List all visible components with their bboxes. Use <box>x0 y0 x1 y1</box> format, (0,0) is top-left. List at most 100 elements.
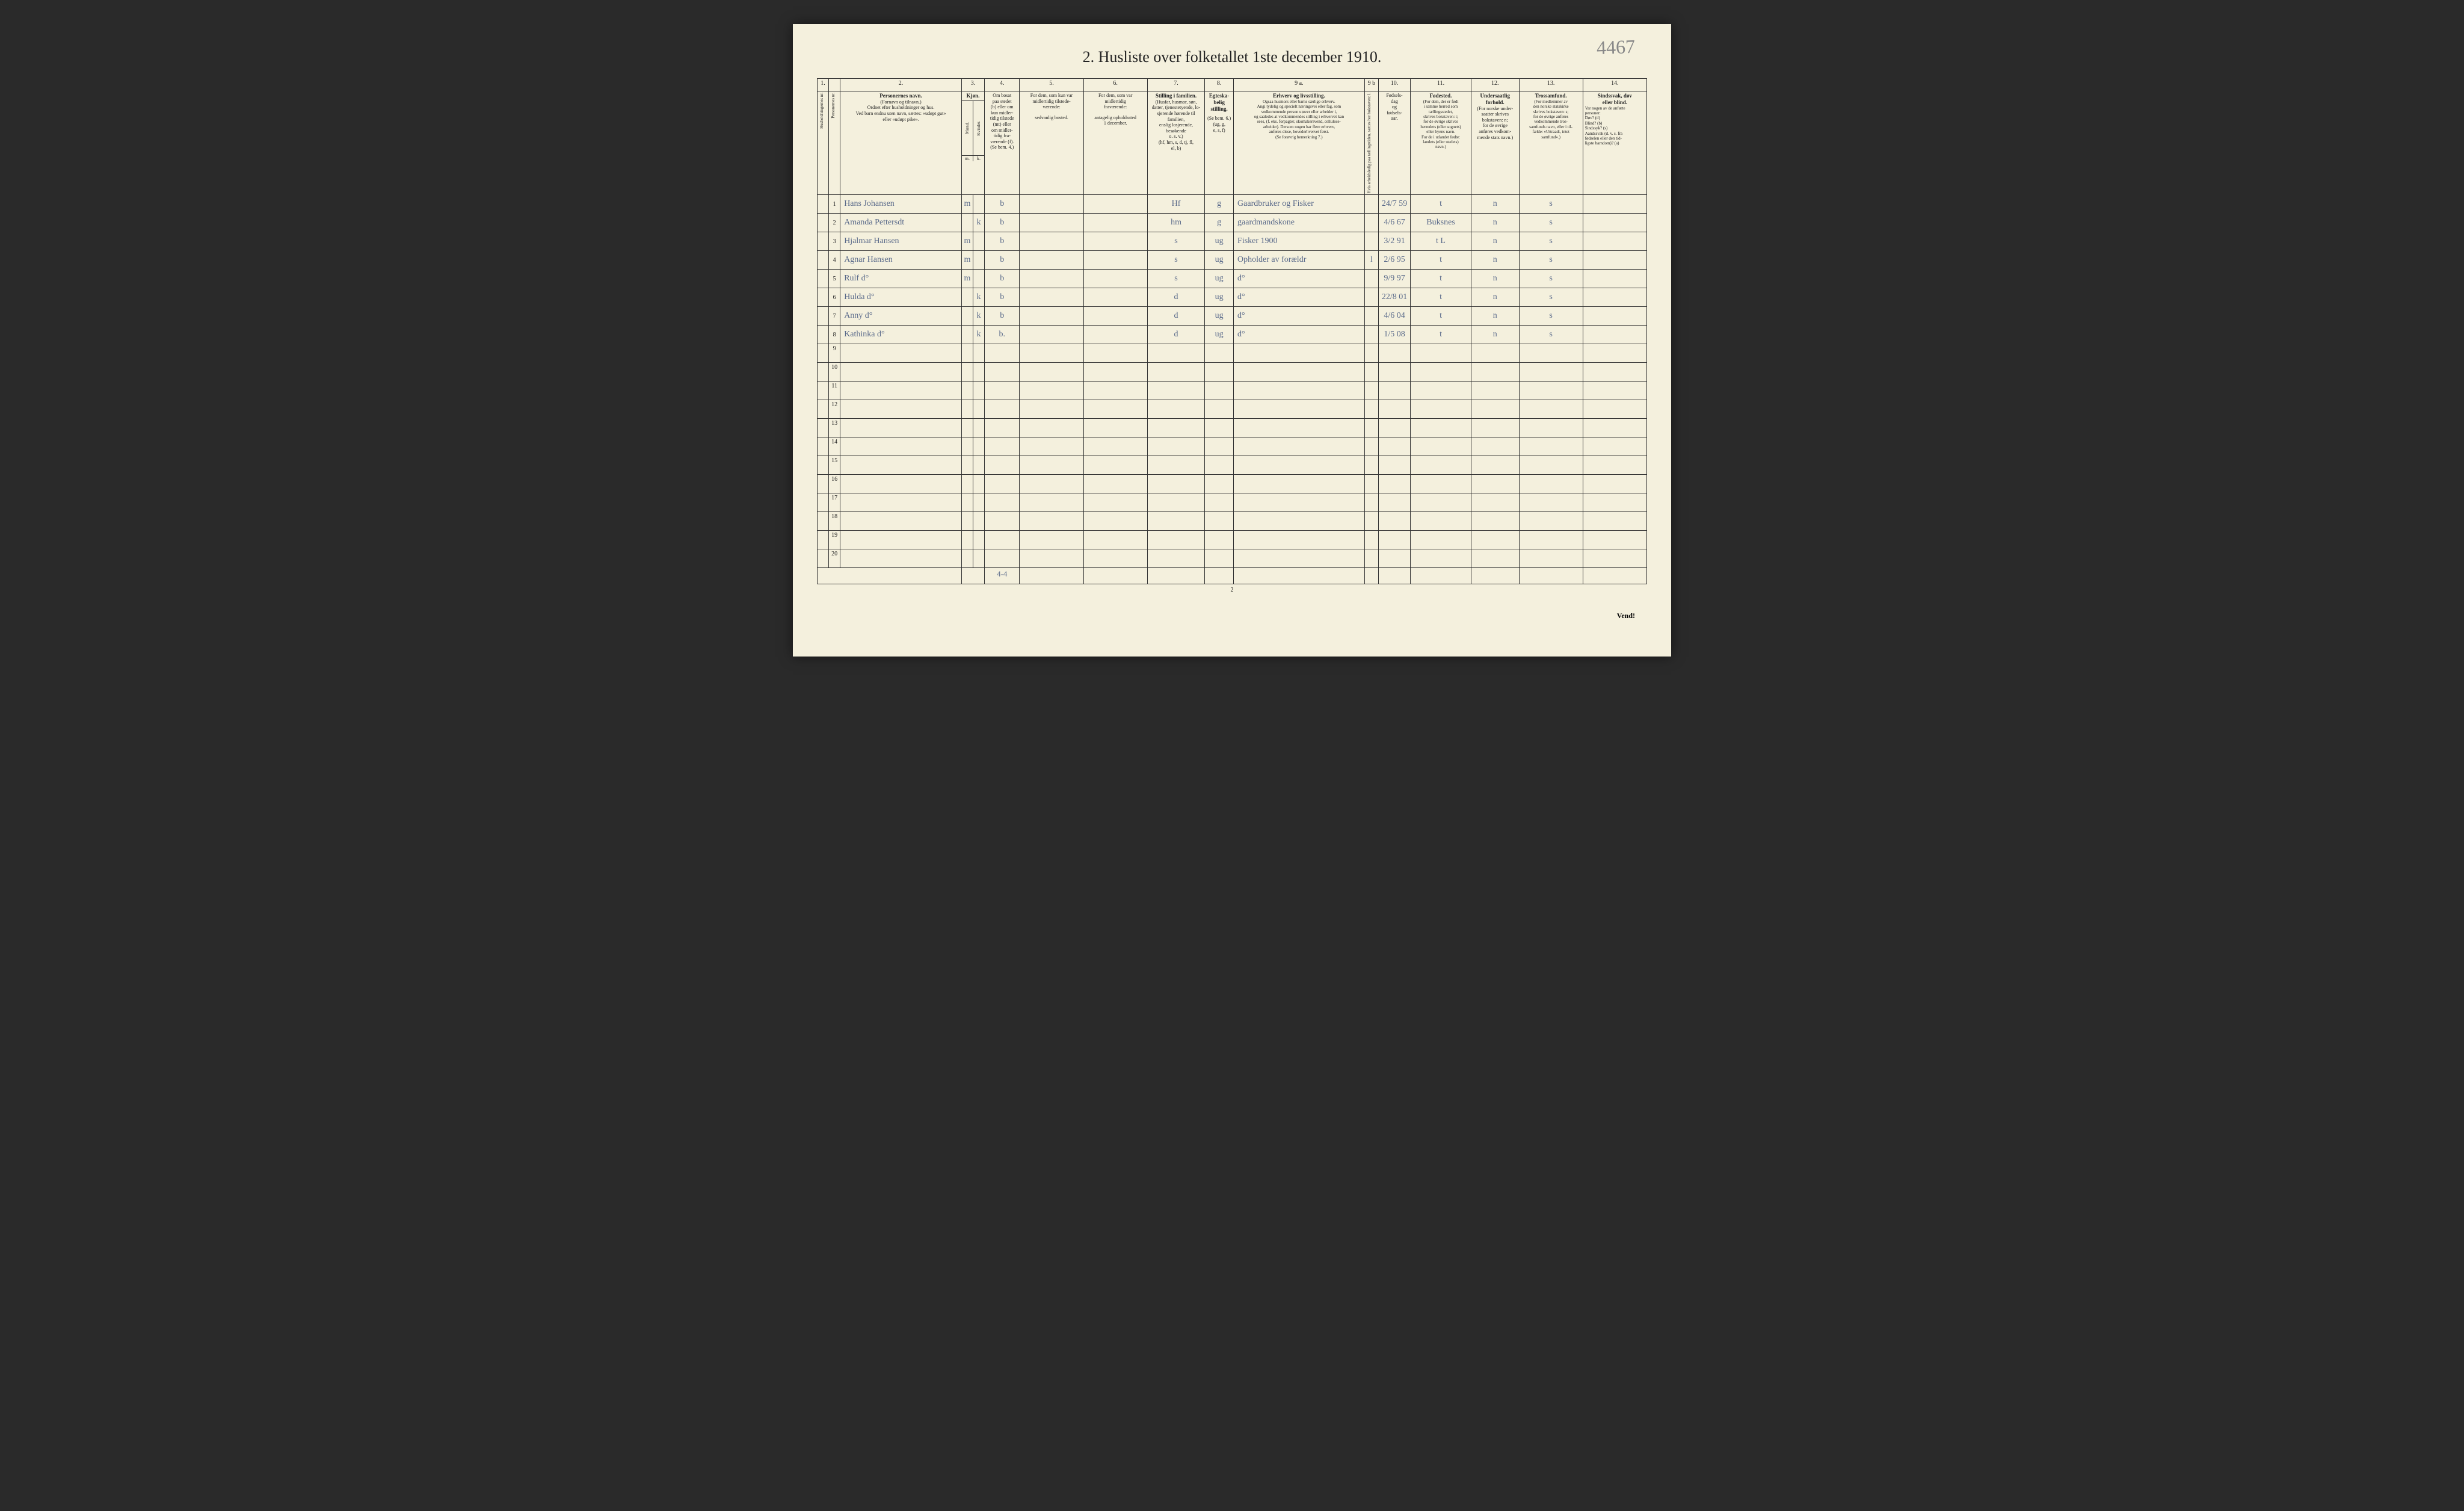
col-num: 9 b <box>1364 79 1378 91</box>
cell <box>1083 195 1147 214</box>
cell: 22/8 01 <box>1379 288 1411 307</box>
hdr-erhverv: Erhverv og livsstilling. Ogsaa husmors e… <box>1234 91 1365 195</box>
cell <box>1364 326 1378 344</box>
cell <box>961 437 973 456</box>
cell: s <box>1147 232 1205 251</box>
cell: ug <box>1205 307 1234 326</box>
col-num: 12. <box>1471 79 1519 91</box>
cell: t <box>1411 326 1471 344</box>
cell <box>1364 288 1378 307</box>
cell: s <box>1147 270 1205 288</box>
cell <box>1379 400 1411 419</box>
cell <box>1147 512 1205 531</box>
cell: 4/6 67 <box>1379 214 1411 232</box>
page-number: 2 <box>817 587 1647 593</box>
cell: Hans Johansen <box>840 195 962 214</box>
cell <box>961 307 973 326</box>
cell: m <box>961 195 973 214</box>
cell: 13 <box>829 419 840 437</box>
cell <box>818 270 829 288</box>
cell <box>1411 531 1471 549</box>
cell <box>1147 363 1205 382</box>
cell <box>1020 456 1083 475</box>
cell <box>1379 512 1411 531</box>
cell <box>961 326 973 344</box>
cell: ug <box>1205 326 1234 344</box>
cell: s <box>1519 195 1583 214</box>
cell: 24/7 59 <box>1379 195 1411 214</box>
cell <box>1364 531 1378 549</box>
col-num: 14. <box>1583 79 1646 91</box>
cell: 9 <box>829 344 840 363</box>
cell: t L <box>1411 232 1471 251</box>
cell <box>1364 363 1378 382</box>
cell: n <box>1471 195 1519 214</box>
column-number-row: 1.2.3.4.5.6.7.8.9 a.9 b10.11.12.13.14. <box>818 79 1647 91</box>
cell <box>1205 363 1234 382</box>
cell: m <box>961 270 973 288</box>
hdr-fodsel: Fødsels- dag og fødsels- aar. <box>1379 91 1411 195</box>
cell <box>818 288 829 307</box>
cell <box>1519 382 1583 400</box>
cell: d° <box>1234 270 1365 288</box>
cell <box>985 344 1020 363</box>
cell <box>1471 363 1519 382</box>
cell <box>1234 437 1365 456</box>
cell <box>1364 382 1378 400</box>
table-row: 4Agnar HansenmbsugOpholder av forældrl2/… <box>818 251 1647 270</box>
cell: ug <box>1205 232 1234 251</box>
cell <box>961 400 973 419</box>
cell <box>818 475 829 493</box>
cell <box>961 363 973 382</box>
cell <box>985 382 1020 400</box>
cell: 2/6 95 <box>1379 251 1411 270</box>
cell: d <box>1147 307 1205 326</box>
cell <box>1583 419 1646 437</box>
cell <box>1471 419 1519 437</box>
cell <box>1020 307 1083 326</box>
vend-label: Vend! <box>817 611 1647 620</box>
cell <box>840 549 962 568</box>
cell <box>985 419 1020 437</box>
table-row: 17 <box>818 493 1647 512</box>
cell <box>1083 214 1147 232</box>
cell: b <box>985 251 1020 270</box>
table-row: 5Rulf d°mbsugd°9/9 97tns <box>818 270 1647 288</box>
page-title: 2. Husliste over folketallet 1ste decemb… <box>817 48 1647 66</box>
cell <box>1471 437 1519 456</box>
cell: l <box>1364 251 1378 270</box>
cell: Amanda Pettersdt <box>840 214 962 232</box>
cell <box>1083 326 1147 344</box>
cell <box>1364 307 1378 326</box>
cell: 11 <box>829 382 840 400</box>
table-row: 18 <box>818 512 1647 531</box>
cell <box>1583 232 1646 251</box>
table-row: 15 <box>818 456 1647 475</box>
cell <box>818 363 829 382</box>
cell <box>973 344 984 363</box>
cell <box>1364 437 1378 456</box>
cell <box>1083 437 1147 456</box>
cell: 16 <box>829 475 840 493</box>
cell <box>1379 363 1411 382</box>
cell <box>1583 363 1646 382</box>
cell <box>1411 363 1471 382</box>
cell <box>961 493 973 512</box>
cell <box>985 549 1020 568</box>
cell: ug <box>1205 251 1234 270</box>
hdr-fravaerende: For dem, som var midlertidig fraværende:… <box>1083 91 1147 195</box>
cell <box>961 419 973 437</box>
table-row: 8Kathinka d°kb.dugd°1/5 08tns <box>818 326 1647 344</box>
census-page: 4467 2. Husliste over folketallet 1ste d… <box>793 24 1671 657</box>
cell: d° <box>1234 307 1365 326</box>
cell <box>961 214 973 232</box>
table-row: 9 <box>818 344 1647 363</box>
cell <box>973 363 984 382</box>
data-body: 1Hans JohansenmbHfgGaardbruker og Fisker… <box>818 195 1647 568</box>
header-row: Husholdningernes nr. Personernes nr. Per… <box>818 91 1647 195</box>
cell <box>1020 382 1083 400</box>
cell <box>1411 475 1471 493</box>
cell <box>1411 437 1471 456</box>
cell <box>818 419 829 437</box>
hdr-arbeidsledig: Hvis arbeidsledig paa tællingstiden, sæt… <box>1364 91 1378 195</box>
